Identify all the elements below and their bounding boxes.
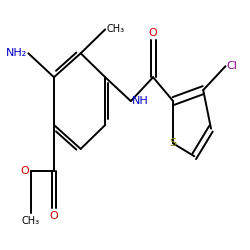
- Text: CH₃: CH₃: [22, 216, 40, 226]
- Text: Cl: Cl: [226, 61, 237, 71]
- Text: O: O: [149, 28, 158, 38]
- Text: NH₂: NH₂: [6, 48, 27, 58]
- Text: S: S: [170, 138, 177, 148]
- Text: CH₃: CH₃: [107, 24, 125, 34]
- Text: O: O: [21, 166, 30, 176]
- Text: O: O: [50, 211, 58, 221]
- Text: NH: NH: [132, 96, 149, 106]
